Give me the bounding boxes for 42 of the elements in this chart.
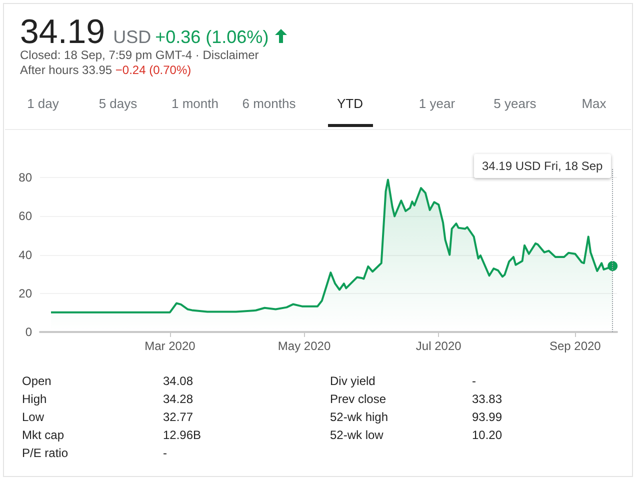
text: USD [113,27,152,47]
text: 52-wk low [330,428,384,442]
text: Div yield [330,374,376,388]
text: P/E ratio [22,446,68,460]
text: +0.36 (1.06%) [155,27,269,47]
text: - [472,374,476,388]
x-tick-label: Jul 2020 [416,339,462,353]
text: 93.99 [472,410,502,424]
text: Prev close [330,392,386,406]
text: 34.19 [20,13,106,51]
text: 34.08 [163,374,194,388]
text: 6 months [241,96,297,111]
x-tick-label: Mar 2020 [144,339,196,353]
x-tick-label: May 2020 [278,339,331,353]
text: High [22,392,47,406]
text: 5 years [492,96,538,111]
text: 52-wk high [330,410,388,424]
text: Closed: 18 Sep, 7:59 pm GMT-4 · Disclaimer [20,48,259,62]
annotation: 34.19 USD Fri, 18 Sep [474,154,611,178]
text: 33.83 [472,392,502,406]
text: Low [22,410,44,424]
text: 1 year [418,96,456,111]
y-tick-label: 80 [18,170,32,185]
text: 1 month [170,96,220,111]
text: 32.77 [163,410,194,424]
text: After hours 33.95 [20,63,112,77]
y-tick-label: 60 [18,209,32,224]
text: Open [22,374,52,388]
text: 34.28 [163,392,194,406]
text: YTD [336,96,364,111]
text: Max [580,96,608,111]
x-tick-label: Sep 2020 [549,339,602,353]
y-tick-label: 40 [18,248,32,262]
text: - [163,446,167,460]
text: 10.20 [472,428,502,442]
text: 5 days [98,96,138,111]
text: Mkt cap [22,428,64,442]
text: 1 day [26,96,60,111]
y-tick-label: 0 [25,325,32,339]
y-tick-label: 20 [18,286,32,300]
text: 12.96B [163,428,202,442]
text: −0.24 (0.70%) [115,63,192,77]
